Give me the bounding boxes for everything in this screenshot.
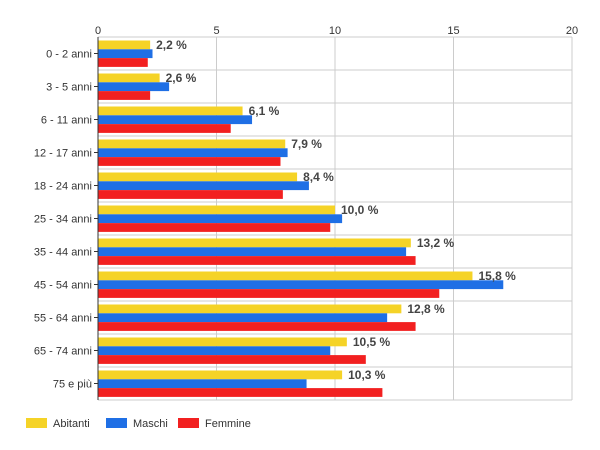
labels-layer: 2,2 % 2,6 % 6,1 % 7,9 % 8,4 % 10,0 % 13,2 % 15,… [156, 38, 516, 382]
legend-swatch [26, 418, 47, 428]
category-label: 12 - 17 anni [34, 148, 92, 160]
bar-abitanti[interactable] [98, 337, 347, 347]
data-label: 8,4 % [303, 170, 334, 184]
data-label: 2,6 % [166, 71, 197, 85]
bar-femmine[interactable] [98, 58, 148, 67]
data-label: 2,2 % [156, 38, 187, 52]
category-label: 55 - 64 anni [34, 313, 92, 325]
axis-layer: 0 5 10 15 20 0 - 2 anni 3 - 5 anni 6 - 11 anni 1… [34, 25, 578, 400]
category-label: 18 - 24 anni [34, 181, 92, 193]
bar-maschi[interactable] [98, 115, 253, 125]
bar-maschi[interactable] [98, 280, 504, 290]
bar-abitanti[interactable] [98, 73, 160, 83]
data-label: 6,1 % [249, 104, 280, 118]
bar-maschi[interactable] [98, 148, 288, 158]
bar-maschi[interactable] [98, 214, 343, 224]
category-label: 25 - 34 anni [34, 214, 92, 226]
data-label: 7,9 % [291, 137, 322, 151]
bar-femmine[interactable] [98, 289, 440, 298]
bar-maschi[interactable] [98, 346, 331, 356]
x-tick-label: 10 [329, 25, 341, 37]
data-label: 10,3 % [348, 368, 386, 382]
legend-label: Maschi [133, 418, 168, 430]
bar-maschi[interactable] [98, 82, 170, 92]
bar-femmine[interactable] [98, 223, 331, 232]
bar-femmine[interactable] [98, 322, 416, 331]
bar-femmine[interactable] [98, 157, 281, 166]
grid-layer [97, 36, 573, 401]
bar-abitanti[interactable] [98, 139, 286, 149]
bar-femmine[interactable] [98, 355, 366, 364]
bar-abitanti[interactable] [98, 40, 151, 50]
x-tick-label: 5 [213, 25, 219, 37]
bar-femmine[interactable] [98, 256, 416, 265]
legend-item-femmine[interactable]: Femmine [178, 418, 251, 430]
bar-femmine[interactable] [98, 91, 151, 100]
bar-femmine[interactable] [98, 190, 283, 199]
legend: Abitanti Maschi Femmine [26, 418, 251, 430]
legend-label: Abitanti [53, 418, 90, 430]
data-label: 10,5 % [353, 335, 391, 349]
bar-maschi[interactable] [98, 313, 388, 323]
bar-femmine[interactable] [98, 124, 231, 133]
category-label: 6 - 11 anni [41, 115, 92, 127]
bar-maschi[interactable] [98, 49, 153, 59]
x-tick-label: 15 [447, 25, 459, 37]
category-label: 35 - 44 anni [34, 247, 92, 259]
legend-swatch [106, 418, 127, 428]
data-label: 15,8 % [478, 269, 516, 283]
bar-abitanti[interactable] [98, 370, 343, 380]
x-tick-label: 20 [566, 25, 578, 37]
bar-maschi[interactable] [98, 379, 307, 389]
legend-swatch [178, 418, 199, 428]
data-label: 12,8 % [407, 302, 445, 316]
legend-item-maschi[interactable]: Maschi [106, 418, 168, 430]
category-label: 0 - 2 anni [46, 49, 92, 61]
bar-abitanti[interactable] [98, 172, 298, 182]
bar-abitanti[interactable] [98, 271, 473, 281]
category-label: 75 e più [53, 379, 92, 391]
category-label: 3 - 5 anni [46, 82, 92, 94]
bar-abitanti[interactable] [98, 205, 335, 215]
bars-layer [98, 40, 504, 397]
bar-maschi[interactable] [98, 247, 407, 257]
bar-abitanti[interactable] [98, 238, 411, 248]
x-tick-label: 0 [95, 25, 101, 37]
data-label: 10,0 % [341, 203, 379, 217]
category-label: 65 - 74 anni [34, 346, 92, 358]
data-label: 13,2 % [417, 236, 455, 250]
legend-item-abitanti[interactable]: Abitanti [26, 418, 90, 430]
category-label: 45 - 54 anni [34, 280, 92, 292]
bar-maschi[interactable] [98, 181, 309, 191]
bar-abitanti[interactable] [98, 304, 402, 314]
bar-femmine[interactable] [98, 388, 383, 397]
legend-label: Femmine [205, 418, 251, 430]
bar-abitanti[interactable] [98, 106, 243, 116]
